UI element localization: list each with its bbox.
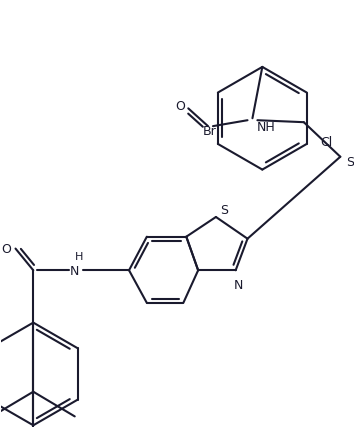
Text: N: N xyxy=(70,264,79,277)
Text: S: S xyxy=(220,203,228,216)
Text: S: S xyxy=(346,156,354,169)
Text: Br: Br xyxy=(203,124,217,137)
Text: O: O xyxy=(2,243,12,255)
Text: Cl: Cl xyxy=(320,136,333,149)
Text: NH: NH xyxy=(257,120,276,133)
Text: N: N xyxy=(234,278,243,291)
Text: H: H xyxy=(74,252,83,262)
Text: O: O xyxy=(176,100,185,113)
